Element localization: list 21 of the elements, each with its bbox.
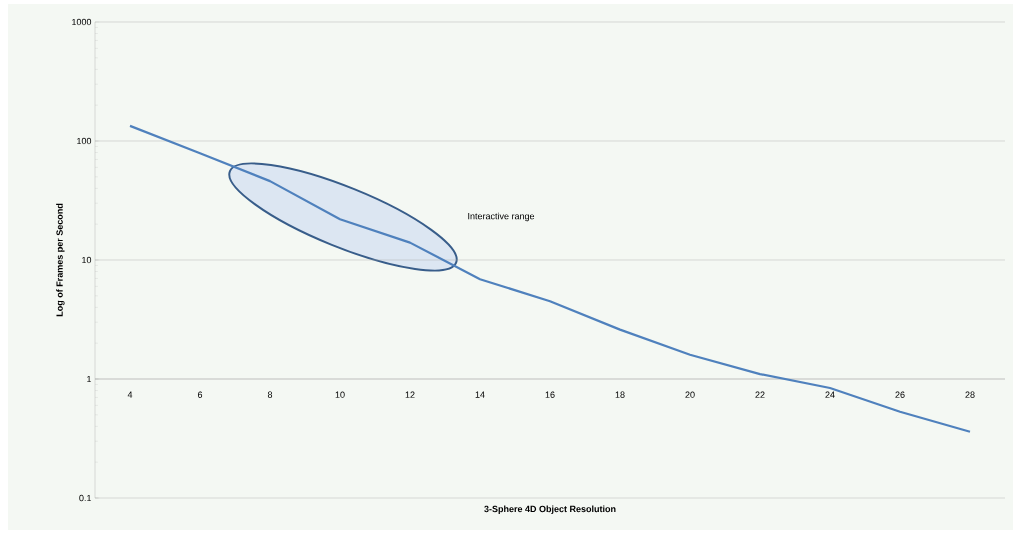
x-tick-label: 24: [825, 391, 835, 398]
y-tick-label: 1: [87, 375, 92, 383]
annotation: Interactive range: [468, 212, 535, 222]
x-tick-label: 26: [895, 391, 905, 398]
x-tick-label: 16: [545, 391, 555, 398]
x-tick-label: 6: [197, 391, 203, 398]
x-tick-label: 20: [685, 391, 695, 398]
x-tick-label: 4: [127, 391, 133, 398]
x-tick-label: 18: [615, 391, 625, 398]
x-axis-title: 3-Sphere 4D Object Resolution: [484, 505, 616, 514]
y-tick-label: 10: [82, 256, 92, 264]
y-tick-label: 100: [77, 137, 92, 145]
x-tick-label: 10: [335, 391, 345, 398]
x-tick-label: 12: [405, 391, 415, 398]
x-tick-label: 22: [755, 391, 765, 398]
y-tick-label: 1000: [72, 18, 92, 26]
y-axis-title: Log of Frames per Second: [56, 203, 65, 317]
x-tick-label: 8: [267, 391, 273, 398]
y-tick-label: 0.1: [79, 494, 92, 502]
x-tick-label: 28: [965, 391, 975, 398]
x-tick-label: 14: [475, 391, 485, 398]
